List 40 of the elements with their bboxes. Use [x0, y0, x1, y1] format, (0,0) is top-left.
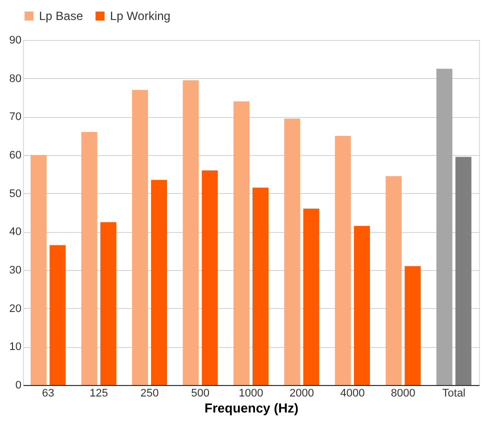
x-tick-label: 125	[90, 388, 108, 400]
y-tick-label: 10	[9, 341, 22, 354]
x-tick-label: 250	[140, 388, 159, 400]
bar	[100, 222, 116, 385]
x-tick-label: 8000	[390, 388, 416, 400]
bar	[284, 118, 300, 385]
x-tick-label: 2000	[289, 388, 314, 400]
bar	[132, 90, 148, 385]
y-tick-label: 40	[9, 226, 22, 238]
bar	[50, 245, 66, 385]
bar	[455, 156, 472, 385]
legend-label: Lp Base	[39, 9, 84, 23]
bar	[202, 170, 218, 385]
y-tick-label: 20	[9, 302, 22, 315]
x-axis-title: Frequency (Hz)	[204, 400, 298, 416]
y-tick-label: 90	[9, 34, 22, 46]
y-tick-label: 0	[15, 380, 22, 392]
bar	[30, 155, 47, 385]
y-tick-label: 80	[9, 72, 22, 85]
bar	[386, 176, 402, 385]
y-tick-label: 50	[9, 188, 22, 200]
x-tick-label: 500	[191, 388, 210, 400]
bar	[81, 132, 98, 385]
bar	[354, 226, 370, 385]
bar	[151, 180, 168, 385]
bar	[233, 101, 250, 385]
x-tick-label: 4000	[340, 388, 365, 400]
bar	[404, 266, 421, 385]
y-tick-label: 30	[9, 264, 22, 276]
bar	[334, 136, 351, 385]
bar	[182, 80, 199, 385]
bar	[436, 68, 452, 385]
x-tick-label: Total	[442, 388, 466, 400]
bar	[303, 208, 320, 385]
bar	[252, 188, 269, 385]
x-tick-label: 1000	[238, 388, 264, 400]
x-tick-label: 63	[42, 388, 54, 400]
y-tick-label: 60	[9, 150, 22, 162]
y-tick-label: 70	[9, 111, 22, 124]
legend-label: Lp Working	[110, 9, 170, 23]
